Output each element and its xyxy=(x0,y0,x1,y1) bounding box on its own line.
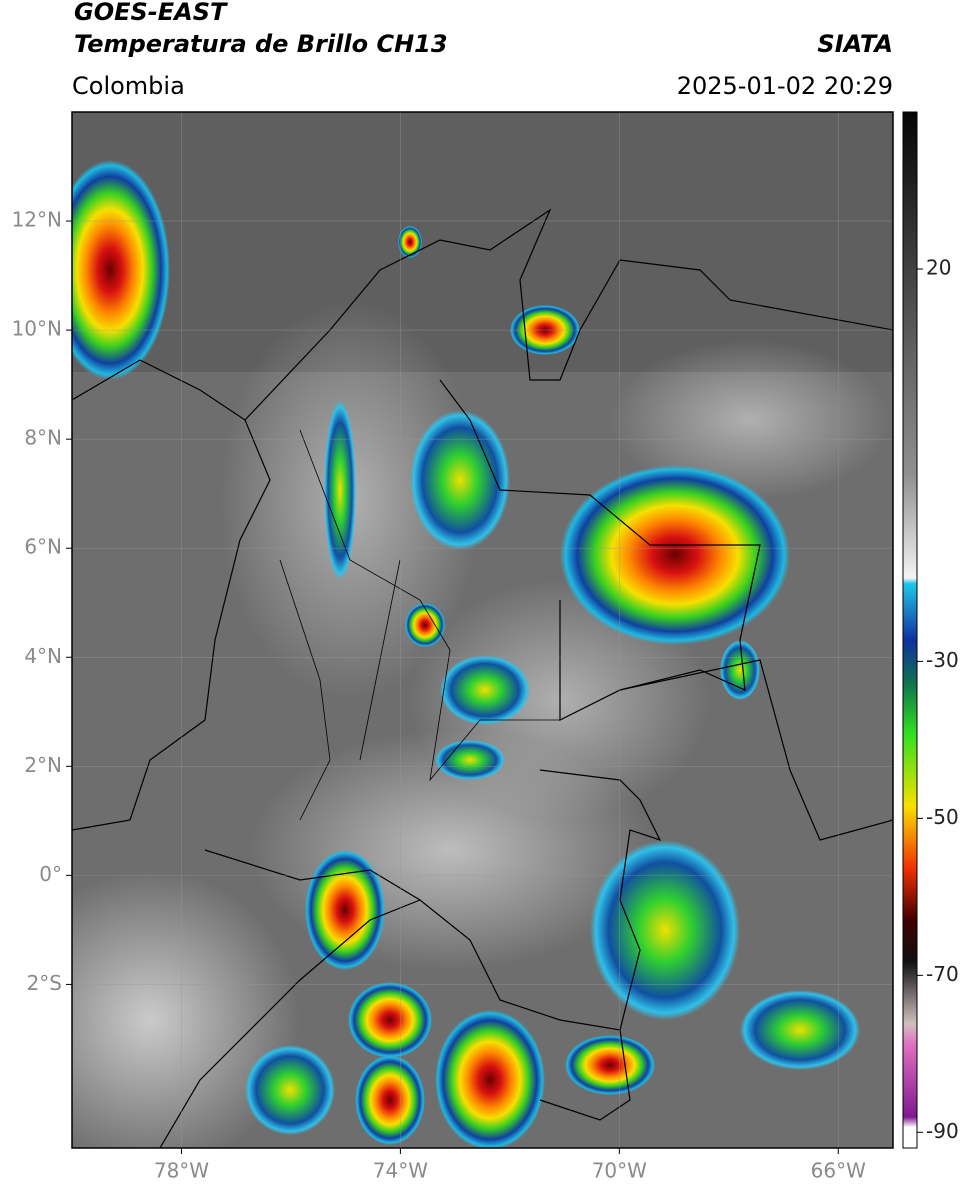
x-tick-label: 66°W xyxy=(811,1159,866,1183)
storm xyxy=(590,840,740,1020)
x-tick-label: 70°W xyxy=(592,1159,647,1183)
y-tick-label: 8°N xyxy=(24,426,62,450)
imagery xyxy=(72,112,893,1148)
storm xyxy=(398,226,422,258)
colorbar-tick-label: 20 xyxy=(926,255,951,279)
y-tick-label: 4°N xyxy=(24,644,62,668)
title: GOES-EAST xyxy=(74,0,228,26)
storm xyxy=(560,465,790,645)
storm xyxy=(565,1035,655,1095)
storm xyxy=(405,603,445,647)
y-tick-label: 10°N xyxy=(12,317,62,341)
y-tick-label: 12°N xyxy=(12,208,62,232)
y-tick-label: 2°N xyxy=(24,753,62,777)
x-tick-label: 74°W xyxy=(373,1159,428,1183)
storm xyxy=(324,400,356,580)
colorbar-tick-label: -30 xyxy=(926,648,959,672)
border xyxy=(619,659,893,841)
colorbar-tick-label: -90 xyxy=(926,1119,959,1143)
y-tick-label: 2°S xyxy=(27,971,62,995)
storm xyxy=(435,1010,545,1148)
map-frame xyxy=(71,111,894,1149)
storm xyxy=(435,740,505,780)
y-tick-label: 0° xyxy=(39,862,62,886)
storm xyxy=(245,1045,335,1135)
datetime: 2025-01-02 20:29 xyxy=(677,72,893,100)
border xyxy=(439,379,761,721)
colorbar-tick-label: -50 xyxy=(926,805,959,829)
cloud xyxy=(72,870,300,1148)
coastline xyxy=(72,359,271,831)
grid xyxy=(72,112,893,1148)
cloud xyxy=(610,340,890,500)
colorbar xyxy=(902,111,918,1149)
x-tick-label: 78°W xyxy=(154,1159,209,1183)
storm xyxy=(720,640,760,700)
internal-border xyxy=(279,429,560,821)
subtitle: Temperatura de Brillo CH13 xyxy=(74,30,448,58)
storm xyxy=(72,160,170,380)
storm xyxy=(440,655,530,725)
source: SIATA xyxy=(817,30,893,58)
storm xyxy=(305,850,385,970)
storm xyxy=(410,410,510,550)
colorbar-tick-label: -70 xyxy=(926,962,959,986)
region: Colombia xyxy=(72,72,185,100)
storm xyxy=(740,990,860,1070)
y-tick-label: 6°N xyxy=(24,535,62,559)
storm xyxy=(348,982,432,1058)
storm xyxy=(355,1055,425,1145)
border xyxy=(159,899,421,1148)
border xyxy=(539,1029,631,1121)
dark-sea xyxy=(72,112,893,372)
